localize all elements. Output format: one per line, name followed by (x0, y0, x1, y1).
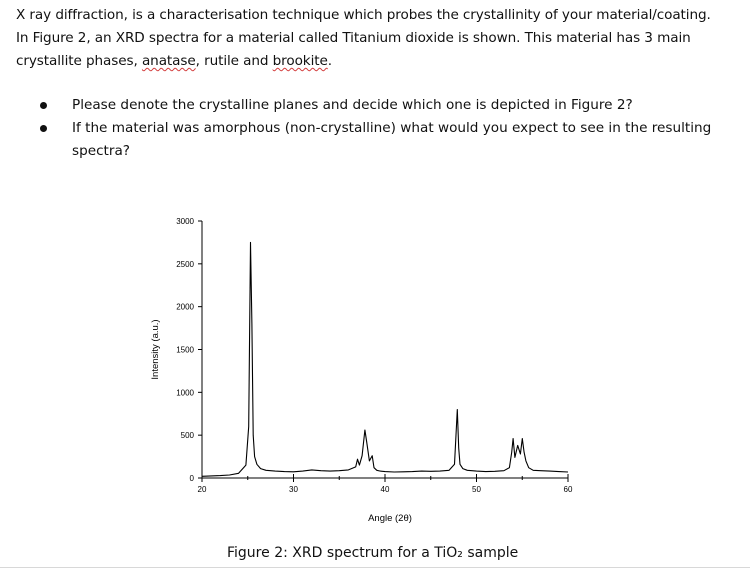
question-text-continued: spectra? (72, 143, 131, 159)
x-tick-label: 60 (564, 485, 573, 494)
question-text: If the material was amorphous (non-cryst… (72, 120, 712, 136)
x-axis-label: Angle (2θ) (368, 513, 412, 524)
intro-paragraph: X ray diffraction, is a characterisation… (16, 4, 741, 73)
y-tick-label: 500 (181, 431, 195, 440)
intro-line-3-prefix: crystallite phases, (16, 53, 142, 69)
figure-caption: Figure 2: XRD spectrum for a TiO₂ sample (227, 545, 519, 561)
spectrum-line (201, 241, 569, 477)
y-tick-label: 2500 (176, 260, 194, 269)
x-tick-label: 50 (472, 485, 481, 494)
question-text: Please denote the crystalline planes and… (72, 97, 633, 113)
y-tick-label: 2000 (176, 303, 194, 312)
question-item: If the material was amorphous (non-cryst… (40, 117, 740, 163)
x-tick-label: 40 (381, 485, 390, 494)
bullet-dot-icon (40, 102, 47, 109)
y-axis-label: Intensity (a.u.) (150, 319, 161, 379)
x-tick-label: 30 (289, 485, 298, 494)
intro-line-3: crystallite phases, anatase, rutile and … (16, 50, 741, 73)
question-list: Please denote the crystalline planes and… (40, 94, 740, 163)
intro-line-3-mid: , rutile and (195, 53, 273, 69)
y-tick-label: 1000 (176, 388, 194, 397)
y-tick-label: 0 (190, 474, 195, 483)
phase-anatase: anatase (141, 53, 196, 69)
y-tick-label: 1500 (176, 346, 194, 355)
y-tick-label: 3000 (176, 217, 194, 226)
phase-brookite: brookite (272, 53, 328, 69)
intro-line-3-suffix: . (327, 53, 332, 69)
intro-line-1: X ray diffraction, is a characterisation… (16, 7, 711, 23)
intro-line-2: In Figure 2, an XRD spectra for a materi… (16, 30, 691, 46)
xrd-chart: 0 500 1000 1500 2000 2500 3000 20 30 40 50 60 Angle … (150, 217, 573, 524)
bullet-dot-icon (40, 125, 47, 132)
question-item: Please denote the crystalline planes and… (40, 94, 740, 117)
x-tick-label: 20 (198, 485, 207, 494)
page-divider (0, 567, 750, 568)
